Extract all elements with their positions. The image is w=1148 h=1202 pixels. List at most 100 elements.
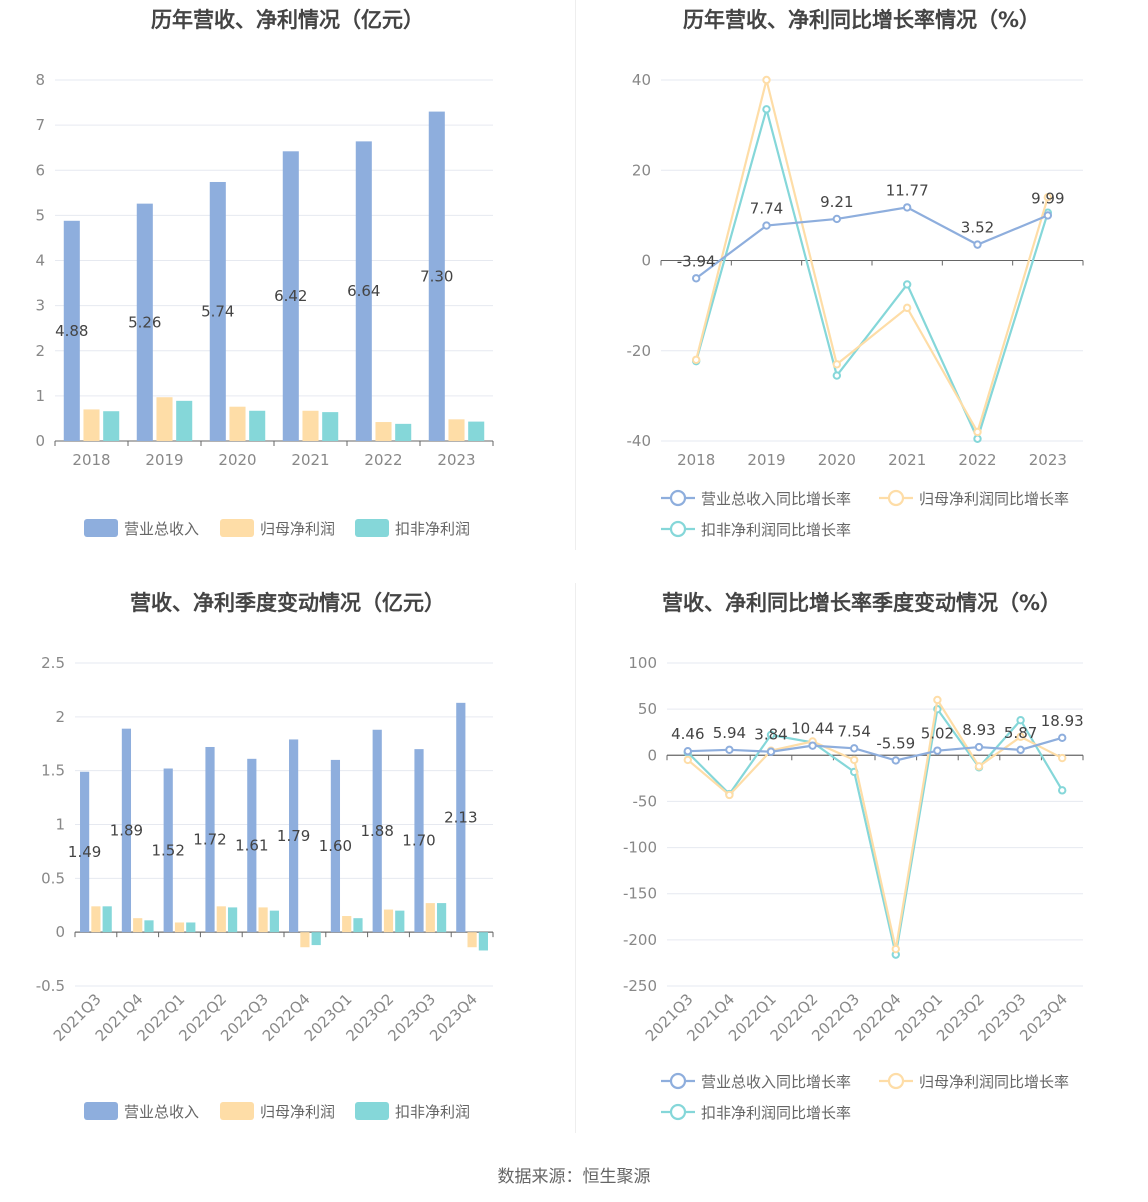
series-point	[725, 745, 734, 755]
bar-net-profit	[383, 909, 394, 933]
bar-revenue	[163, 768, 173, 933]
bar-data-label: 1.60	[319, 837, 352, 855]
line-data-label: 8.93	[962, 721, 995, 739]
series-point	[762, 75, 771, 85]
y-tick-label: 0.5	[41, 869, 65, 887]
bar-deducted-profit	[249, 410, 266, 441]
legend-marker[interactable]	[669, 489, 687, 507]
bar-deducted-profit	[311, 932, 321, 946]
bar-deducted-profit	[269, 910, 279, 933]
y-tick-label: 7	[35, 116, 45, 134]
legend-marker[interactable]	[669, 1103, 687, 1121]
y-tick-label: -150	[623, 885, 657, 903]
line-data-label: 7.54	[837, 722, 870, 740]
legend-label[interactable]: 扣非净利润同比增长率	[701, 521, 851, 539]
legend-label[interactable]: 归母净利润	[260, 1103, 335, 1121]
series-point	[683, 755, 693, 765]
bar-revenue	[289, 739, 299, 933]
series-point	[832, 371, 842, 380]
y-tick-label: -40	[627, 432, 652, 450]
y-tick-label: -0.5	[36, 977, 65, 995]
series-point	[1043, 211, 1053, 220]
series-point	[973, 427, 982, 437]
line-data-label: 18.93	[1041, 712, 1084, 730]
legend-label[interactable]: 归母净利润同比增长率	[919, 1073, 1069, 1091]
bar-net-profit	[467, 932, 477, 948]
series-line	[687, 696, 1063, 950]
bar-net-profit	[133, 918, 143, 933]
bar-deducted-profit	[468, 421, 485, 441]
bar-net-profit	[342, 916, 352, 933]
bar-data-label: 2.13	[444, 809, 477, 827]
annual-growth-title: 历年营收、净利同比增长率情况（%）	[682, 8, 1041, 32]
vertical-divider-bottom	[575, 583, 576, 1133]
legend-label[interactable]: 归母净利润同比增长率	[919, 490, 1069, 508]
bar-revenue	[428, 111, 445, 442]
bar-net-profit	[83, 409, 100, 441]
x-tick-label: 2023	[437, 451, 475, 469]
x-tick-label: 2018	[72, 451, 110, 469]
legend-marker[interactable]	[887, 489, 905, 507]
bar-data-label: 1.49	[68, 843, 101, 861]
bar-revenue	[121, 728, 132, 933]
legend-swatch[interactable]	[355, 519, 389, 537]
bar-deducted-profit	[227, 907, 238, 933]
bar-data-label: 6.64	[347, 282, 380, 300]
quarterly-growth-chart: -250-200-150-100-500501002021Q32021Q4202…	[623, 654, 1084, 1122]
line-data-label: 10.44	[791, 720, 834, 738]
y-tick-label: 0	[647, 746, 657, 764]
quarterly-growth-title: 营收、净利同比增长率季度变动情况（%）	[661, 591, 1062, 615]
series-point	[762, 105, 771, 114]
x-tick-label: 2020	[218, 451, 256, 469]
y-tick-label: 100	[628, 654, 657, 672]
series-point	[1016, 716, 1025, 725]
annual-amount-title: 历年营收、净利情况（亿元）	[151, 8, 424, 32]
series-point	[902, 203, 912, 212]
legend-swatch[interactable]	[220, 1102, 254, 1120]
bar-revenue	[205, 746, 215, 933]
line-data-label: 5.94	[713, 724, 746, 742]
series-point	[832, 360, 842, 369]
y-tick-label: 8	[35, 71, 45, 89]
legend-swatch[interactable]	[220, 519, 254, 537]
bar-net-profit	[300, 932, 310, 948]
y-tick-label: 0	[35, 432, 45, 450]
bar-deducted-profit	[395, 423, 412, 441]
series-point	[691, 355, 701, 364]
series-point	[1016, 745, 1025, 755]
bar-data-label: 5.74	[201, 302, 234, 320]
bar-data-label: 1.72	[193, 831, 226, 849]
legend-swatch[interactable]	[84, 519, 118, 537]
series-point	[725, 790, 734, 800]
series-point	[973, 240, 982, 249]
y-tick-label: 3	[35, 297, 45, 315]
series-line	[695, 105, 1049, 442]
legend-marker[interactable]	[887, 1072, 905, 1090]
legend-label[interactable]: 营业总收入同比增长率	[701, 490, 851, 508]
legend-swatch[interactable]	[84, 1102, 118, 1120]
legend-marker[interactable]	[669, 1072, 687, 1090]
legend-label[interactable]: 扣非净利润	[395, 1103, 470, 1121]
series-point	[973, 434, 982, 443]
legend-label[interactable]: 归母净利润	[260, 520, 335, 538]
bar-deducted-profit	[395, 910, 405, 933]
legend-label[interactable]: 扣非净利润	[395, 520, 470, 538]
bar-net-profit	[258, 907, 268, 933]
bar-net-profit	[425, 903, 435, 933]
legend-label[interactable]: 营业总收入同比增长率	[701, 1073, 851, 1091]
y-tick-label: 1	[55, 816, 65, 834]
bar-data-label: 7.30	[420, 267, 453, 285]
annual-growth-chart: -40 -20 0 20 40 2018 2019 2020 2021 2022 2023 -3.94…	[627, 71, 1084, 539]
legend-marker[interactable]	[669, 520, 687, 538]
legend-label[interactable]: 营业总收入	[124, 1103, 199, 1121]
bar-net-profit	[229, 406, 246, 441]
line-data-label: 7.74	[750, 200, 783, 218]
series-point	[933, 746, 942, 755]
bar-deducted-profit	[103, 411, 120, 441]
y-tick-label: -200	[623, 931, 657, 949]
legend-label[interactable]: 营业总收入	[124, 520, 199, 538]
legend-label[interactable]: 扣非净利润同比增长率	[701, 1104, 851, 1122]
bar-data-label: 1.89	[110, 821, 143, 839]
legend-swatch[interactable]	[355, 1102, 389, 1120]
line-data-label: -5.59	[876, 734, 915, 752]
